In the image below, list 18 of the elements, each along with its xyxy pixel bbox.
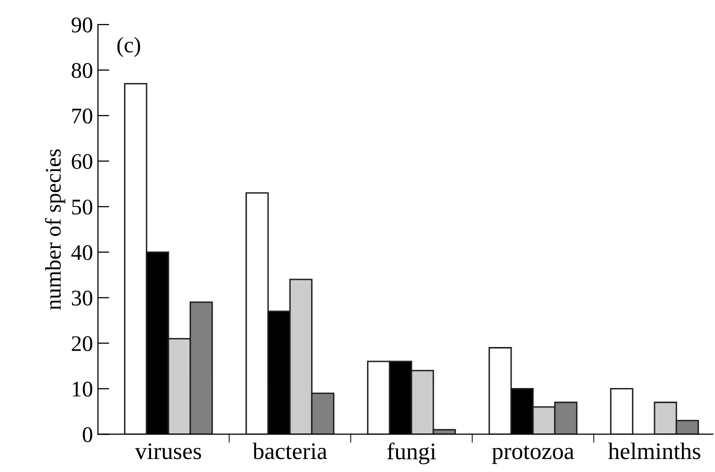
x-tick-label: viruses (134, 443, 202, 460)
y-tick-label: 40 (71, 245, 92, 260)
y-tick-label: 70 (72, 108, 92, 124)
x-tick-label: helminths (608, 442, 700, 460)
y-tick-label: 80 (72, 63, 92, 78)
y-tick-label: 0 (82, 427, 92, 442)
y-tick-label: 50 (72, 200, 92, 215)
x-tick-label: protozoa (492, 446, 574, 464)
y-tick-label: 60 (72, 154, 92, 170)
y-tick-label: 90 (72, 17, 92, 32)
bar (610, 388, 634, 434)
y-axis-title: number of species (44, 149, 66, 310)
annotation: (c) (117, 36, 140, 57)
x-tick-label: bacteria (252, 442, 327, 460)
y-tick-label: 10 (72, 382, 92, 397)
y-tick-label: 20 (72, 336, 92, 352)
y-tick-label: 30 (72, 290, 92, 306)
x-tick-label: fungi (387, 442, 436, 464)
